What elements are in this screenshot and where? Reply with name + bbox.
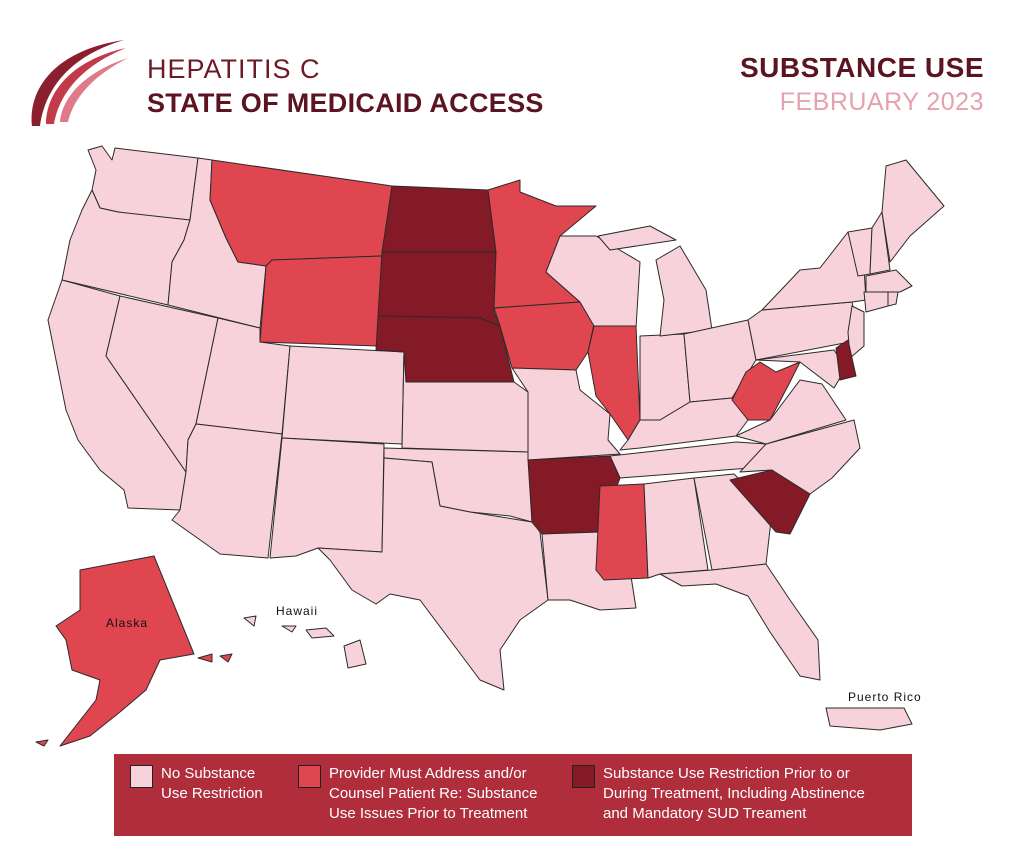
label-puerto-rico: Puerto Rico — [848, 690, 922, 704]
state-sd[interactable] — [377, 251, 501, 327]
state-ma[interactable] — [865, 269, 913, 293]
state-ak[interactable] — [55, 555, 195, 747]
title-line2: STATE OF MEDICAID ACCESS — [147, 88, 544, 118]
ak-islands — [35, 653, 233, 747]
legend-restriction-line1: Substance Use Restriction Prior to or — [603, 765, 850, 782]
state-nh[interactable] — [869, 211, 891, 275]
state-nd[interactable] — [381, 185, 497, 253]
legend-provider-line1: Provider Must Address and/or — [329, 765, 527, 782]
state-fl[interactable] — [659, 563, 821, 681]
state-ia[interactable] — [493, 301, 595, 371]
label-hawaii: Hawaii — [276, 604, 319, 618]
date-subheading: FEBRUARY 2023 — [779, 88, 984, 116]
state-az[interactable] — [171, 423, 283, 559]
legend-swatch-restriction — [572, 765, 595, 788]
state-ct[interactable] — [863, 291, 889, 313]
state-nj[interactable] — [847, 305, 865, 359]
legend-restriction-line2: During Treatment, Including Abstinence — [603, 785, 865, 802]
state-wv[interactable] — [731, 361, 801, 421]
state-il[interactable] — [587, 325, 641, 441]
state-tx[interactable] — [317, 457, 549, 691]
legend-provider-line3: Use Issues Prior to Treatment — [329, 805, 528, 822]
label-alaska: Alaska — [106, 616, 149, 630]
state-ms[interactable] — [595, 483, 649, 581]
state-ri[interactable] — [887, 291, 899, 307]
title-line1: HEPATITIS C — [147, 54, 321, 84]
state-mt[interactable] — [209, 159, 393, 267]
state-co[interactable] — [281, 345, 405, 445]
state-wi[interactable] — [545, 235, 641, 329]
legend-item-provider: Provider Must Address and/or Counsel Pat… — [298, 764, 537, 824]
state-ky[interactable] — [619, 397, 749, 451]
logo-icon — [31, 40, 128, 126]
state-wy[interactable] — [259, 255, 383, 347]
state-hi[interactable] — [243, 615, 367, 669]
state-sc[interactable] — [729, 469, 811, 535]
state-nm[interactable] — [269, 437, 385, 559]
state-de[interactable] — [835, 339, 857, 381]
topic-heading: SUBSTANCE USE — [739, 52, 984, 83]
state-me[interactable] — [881, 159, 945, 263]
legend-item-none: No Substance Use Restriction — [130, 764, 263, 804]
legend-item-restriction: Substance Use Restriction Prior to or Du… — [572, 764, 865, 824]
legend-none-line2: Use Restriction — [161, 785, 263, 802]
state-mo[interactable] — [511, 367, 621, 461]
legend-swatch-provider — [298, 765, 321, 788]
legend-none-line1: No Substance — [161, 765, 256, 782]
legend: No Substance Use Restriction Provider Mu… — [114, 754, 912, 836]
state-nc[interactable] — [739, 419, 861, 495]
legend-swatch-none — [130, 765, 153, 788]
legend-restriction-line3: and Mandatory SUD Treament — [603, 805, 807, 822]
territory-pr[interactable] — [825, 707, 913, 731]
legend-provider-line2: Counsel Patient Re: Substance — [329, 785, 538, 802]
